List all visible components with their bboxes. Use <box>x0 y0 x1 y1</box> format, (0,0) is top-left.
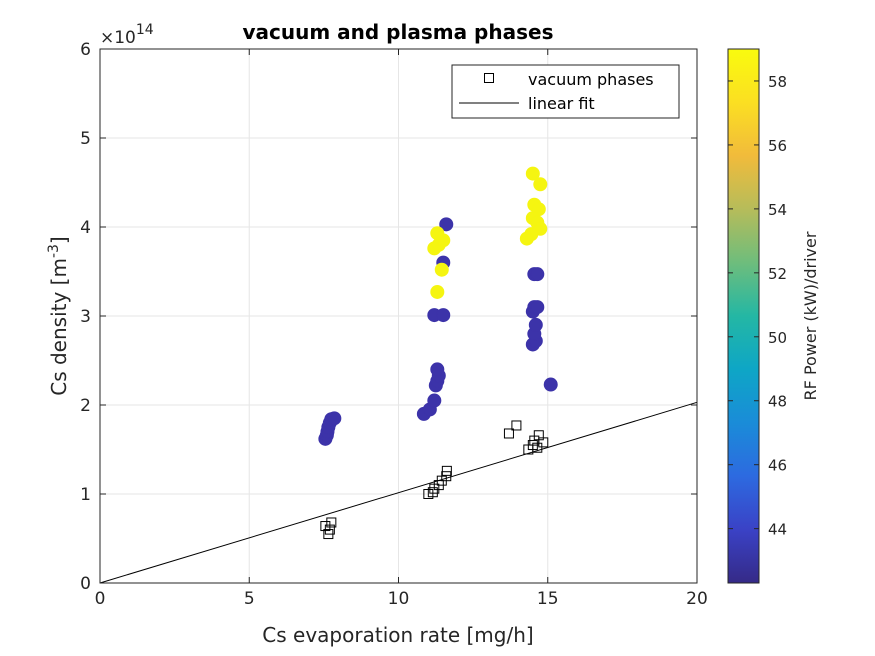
fit-line-layer <box>99 401 698 584</box>
ticks: 0 5 10 15 20 0 1 2 3 4 5 6 <box>80 40 708 609</box>
colorbar-tick-label: 44 <box>768 521 787 539</box>
vacuum-point <box>324 524 335 535</box>
plot-area: 0 5 10 15 20 0 1 2 3 4 5 6 <box>80 40 708 609</box>
marker-layer <box>318 166 558 540</box>
vacuum-point <box>326 517 337 528</box>
plasma-point <box>427 393 442 408</box>
x-tick-label: 15 <box>537 589 559 609</box>
colorbar-tick-label: 58 <box>768 73 787 91</box>
colorbar-tick-label: 56 <box>768 137 787 155</box>
vacuum-point <box>511 420 522 431</box>
legend-label-fit: linear fit <box>528 94 595 113</box>
plasma-point <box>439 217 454 232</box>
colorbar-tick-label: 50 <box>768 329 787 347</box>
x-axis-label: Cs evaporation rate [mg/h] <box>262 623 533 647</box>
plasma-point <box>430 284 445 299</box>
vacuum-point <box>427 487 438 498</box>
x-tick-label: 0 <box>95 589 106 609</box>
vacuum-point <box>441 465 452 476</box>
vacuum-point <box>532 442 543 453</box>
colorbar-gradient <box>727 48 760 584</box>
colorbar-tick-label: 46 <box>768 457 787 475</box>
x-tick-label: 10 <box>388 589 410 609</box>
y-tick-label: 0 <box>80 574 91 594</box>
plasma-point <box>519 231 534 246</box>
vacuum-point <box>503 428 514 439</box>
legend: vacuum phases linear fit <box>451 64 680 119</box>
plasma-point <box>436 308 451 323</box>
colorbar-label: RF Power (kW)/driver <box>801 231 820 400</box>
y-scale-factor: ×1014 <box>100 22 154 48</box>
plasma-point <box>530 267 545 282</box>
colorbar: 44 46 48 50 52 54 56 58 RF Power (kW)/driver <box>727 48 820 584</box>
y-tick-label: 3 <box>80 307 91 327</box>
plasma-point <box>530 300 545 315</box>
plasma-point <box>434 262 449 277</box>
plasma-point <box>430 362 445 377</box>
legend-label-vacuum: vacuum phases <box>528 70 654 89</box>
y-tick-label: 5 <box>80 129 91 149</box>
chart-title: vacuum and plasma phases <box>243 20 554 44</box>
plasma-point <box>327 411 342 426</box>
y-axis-label-main: Cs density [m <box>47 258 71 396</box>
linear-fit-line <box>99 401 698 584</box>
y-axis-label: Cs density [m-3] <box>46 236 71 396</box>
y-scale-prefix: ×10 <box>100 28 136 48</box>
y-tick-label: 2 <box>80 396 91 416</box>
plasma-point <box>430 226 445 241</box>
colorbar-tick-label: 52 <box>768 265 787 283</box>
vacuum-point <box>441 471 452 482</box>
colorbar-tick-label: 54 <box>768 201 787 219</box>
plasma-point <box>533 177 548 192</box>
plasma-point <box>528 317 543 332</box>
plasma-point <box>525 166 540 181</box>
vacuum-point <box>538 437 549 448</box>
y-axis-label-close: ] <box>47 236 71 244</box>
x-tick-label: 20 <box>686 589 708 609</box>
colorbar-ticks: 44 46 48 50 52 54 56 58 <box>728 73 787 539</box>
plasma-point <box>543 377 558 392</box>
y-scale-exponent: 14 <box>136 22 154 38</box>
y-tick-label: 6 <box>80 40 91 60</box>
y-axis-label-exponent: -3 <box>46 244 62 258</box>
x-tick-label: 5 <box>244 589 255 609</box>
colorbar-tick-label: 48 <box>768 393 787 411</box>
legend-square-marker <box>484 73 494 83</box>
y-tick-label: 1 <box>80 485 91 505</box>
y-tick-label: 4 <box>80 218 91 238</box>
